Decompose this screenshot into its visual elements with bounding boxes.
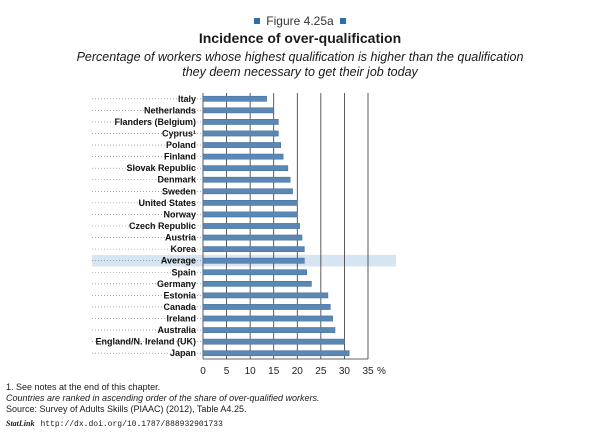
statlink-logo: StatLink <box>6 419 35 428</box>
category-label: Ireland <box>166 314 196 324</box>
chart-subtitle: Percentage of workers whose highest qual… <box>76 50 524 79</box>
bar <box>202 315 333 322</box>
square-bullet-icon <box>254 17 261 24</box>
category-label: Austria <box>165 233 197 243</box>
category-label: Germany <box>157 279 196 289</box>
statlink-url[interactable]: http://dx.doi.org/10.1787/888932901733 <box>40 420 223 429</box>
category-label: Canada <box>163 302 197 312</box>
category-label: Average <box>161 256 196 266</box>
chart-title: Incidence of over-qualification <box>198 30 402 46</box>
note-ranking: Countries are ranked in ascending order … <box>6 393 320 403</box>
bar <box>202 119 279 125</box>
category-label: Cyprus¹ <box>162 128 196 138</box>
x-tick-label: 35 <box>362 366 374 377</box>
bar <box>202 269 307 276</box>
category-label: Spain <box>171 267 196 277</box>
category-label: Australia <box>157 325 197 335</box>
category-label: Denmark <box>157 175 197 185</box>
category-label: Japan <box>170 348 196 358</box>
category-label: Norway <box>163 209 196 219</box>
category-label: Italy <box>178 94 196 104</box>
bar <box>202 338 345 345</box>
category-label: England/N. Ireland (UK) <box>95 337 196 347</box>
bar <box>202 188 293 195</box>
bar <box>202 176 291 183</box>
x-tick-label: 5 <box>224 366 230 377</box>
category-label: Korea <box>170 244 197 254</box>
bar <box>202 246 305 252</box>
bar <box>202 142 282 148</box>
figure-label: Figure 4.25a <box>0 14 600 28</box>
bar <box>202 280 312 287</box>
category-label: United States <box>138 198 196 208</box>
bar <box>202 130 279 137</box>
bar <box>202 350 350 357</box>
bar <box>202 107 274 114</box>
bar <box>202 95 267 102</box>
source-note: Source: Survey of Adults Skills (PIAAC) … <box>6 404 247 414</box>
x-tick-label: 0 <box>200 366 206 377</box>
x-tick-label: 10 <box>245 366 257 377</box>
bar <box>202 327 336 333</box>
x-tick-label: 20 <box>292 366 304 377</box>
note-1: 1. See notes at the end of this chapter. <box>6 382 161 392</box>
x-tick-label: 30 <box>339 366 351 377</box>
category-label: Flanders (Belgium) <box>114 117 196 127</box>
category-label: Poland <box>166 140 196 150</box>
bar <box>202 153 284 160</box>
bar <box>202 292 329 299</box>
square-bullet-icon <box>339 17 346 24</box>
bar <box>202 257 305 264</box>
x-tick-label: 25 <box>315 366 327 377</box>
bar <box>202 234 303 241</box>
bar <box>202 304 331 310</box>
category-label: Finland <box>164 152 196 162</box>
bar <box>202 223 300 229</box>
category-label: Czech Republic <box>129 221 196 231</box>
x-unit-label: % <box>377 366 386 377</box>
chart-notes: 1. See notes at the end of this chapter.… <box>6 382 320 415</box>
category-label: Sweden <box>162 186 196 196</box>
x-tick-label: 15 <box>268 366 280 377</box>
bar <box>202 165 289 172</box>
statlink[interactable]: StatLink http://dx.doi.org/10.1787/888932… <box>6 419 223 429</box>
category-label: Netherlands <box>144 105 196 115</box>
category-label: Estonia <box>163 290 197 300</box>
bar <box>202 211 298 218</box>
bar <box>202 200 298 206</box>
category-label: Slovak Republic <box>126 163 196 173</box>
